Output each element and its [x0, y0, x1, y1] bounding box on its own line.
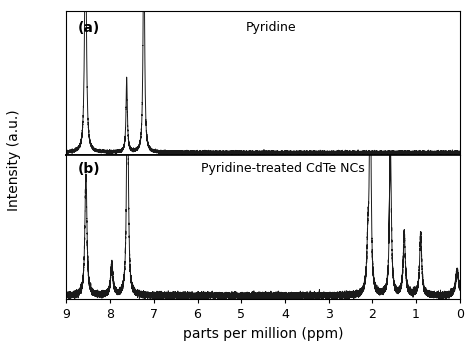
Text: Pyridine: Pyridine [246, 21, 296, 34]
Text: Pyridine-treated CdTe NCs: Pyridine-treated CdTe NCs [201, 162, 365, 175]
Text: Intensity (a.u.): Intensity (a.u.) [7, 109, 21, 211]
Text: (b): (b) [78, 162, 101, 176]
X-axis label: parts per million (ppm): parts per million (ppm) [183, 326, 343, 341]
Text: (a): (a) [78, 21, 100, 35]
